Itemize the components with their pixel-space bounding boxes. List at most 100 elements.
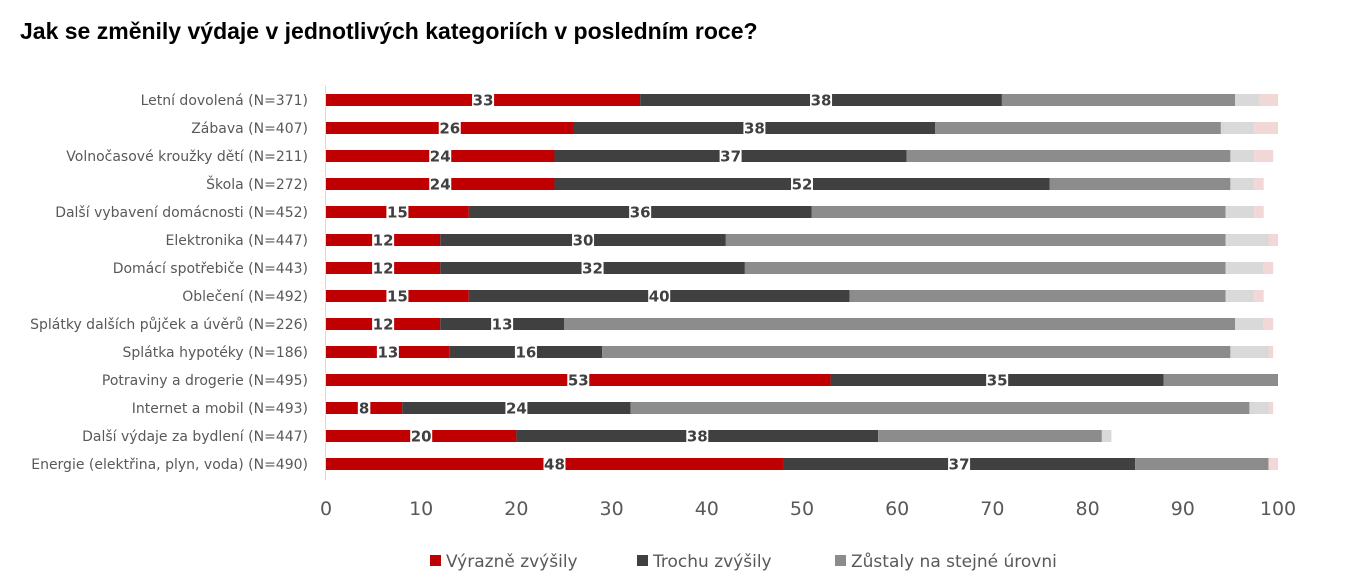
- data-label-background: [357, 398, 371, 418]
- data-label-background: [810, 90, 833, 110]
- bar-segment: [1249, 402, 1269, 414]
- category-label: Další výdaje za bydlení (N=447): [82, 429, 308, 445]
- data-label-background: [386, 202, 409, 222]
- data-label: 35: [987, 372, 1008, 390]
- bar-segment: [1230, 150, 1255, 162]
- data-label: 53: [568, 372, 589, 390]
- bar-segment: [602, 346, 1231, 358]
- x-tick-label: 40: [695, 498, 719, 520]
- data-label: 37: [720, 148, 741, 166]
- data-label-background: [376, 342, 399, 362]
- data-label-background: [686, 426, 709, 446]
- bar-segment: [1268, 346, 1274, 358]
- data-label-background: [572, 230, 595, 250]
- data-label: 38: [811, 92, 832, 110]
- data-label: 48: [544, 456, 565, 474]
- data-label: 38: [687, 428, 708, 446]
- bar-segment: [1101, 430, 1112, 442]
- data-label: 8: [359, 400, 369, 418]
- data-label-background: [372, 314, 395, 334]
- bar-segment: [1225, 262, 1264, 274]
- bar-segment: [1230, 346, 1269, 358]
- x-tick-label: 80: [1076, 498, 1100, 520]
- bar-segment: [1235, 318, 1264, 330]
- data-label: 20: [411, 428, 432, 446]
- data-label-background: [429, 174, 452, 194]
- data-label-background: [629, 202, 652, 222]
- data-label-background: [372, 230, 395, 250]
- data-label: 12: [373, 316, 394, 334]
- legend: Výrazně zvýšily Trochu zvýšily Zůstaly na …: [430, 552, 1057, 572]
- data-label-background: [543, 454, 566, 474]
- x-tick-label: 60: [885, 498, 909, 520]
- x-tick-label: 50: [790, 498, 814, 520]
- category-label: Splátka hypotéky (N=186): [122, 345, 308, 361]
- data-label-background: [581, 258, 604, 278]
- data-label: 12: [373, 232, 394, 250]
- x-tick-label: 100: [1260, 498, 1296, 520]
- category-label: Další vybavení domácnosti (N=452): [55, 205, 308, 221]
- x-tick-label: 70: [980, 498, 1004, 520]
- data-label: 26: [439, 120, 460, 138]
- data-label-background: [438, 118, 461, 138]
- legend-label: Trochu zvýšily: [652, 552, 772, 572]
- data-label-background: [429, 146, 452, 166]
- bar-segment: [1254, 122, 1278, 134]
- x-tick-label: 10: [409, 498, 433, 520]
- data-label: 13: [492, 316, 513, 334]
- x-tick-label: 30: [600, 498, 624, 520]
- data-label-background: [410, 426, 433, 446]
- data-label: 52: [792, 176, 813, 194]
- bar-segment: [725, 234, 1226, 246]
- bar-segment: [811, 206, 1226, 218]
- data-label: 12: [373, 260, 394, 278]
- bar-segment: [1258, 94, 1278, 106]
- data-label-background: [505, 398, 528, 418]
- category-label: Volnočasové kroužky dětí (N=211): [66, 149, 308, 165]
- x-tick-label: 90: [1171, 498, 1195, 520]
- bar-segment: [564, 318, 1236, 330]
- category-label: Energie (elektřina, plyn, voda) (N=490): [31, 457, 308, 473]
- data-label: 24: [430, 148, 451, 166]
- legend-label: Zůstaly na stejné úrovni: [851, 552, 1057, 572]
- category-labels-layer: Letní dovolená (N=371) Zábava (N=407) Voln…: [30, 93, 308, 473]
- data-label-background: [948, 454, 971, 474]
- bar-segment: [1001, 94, 1236, 106]
- data-label-background: [386, 286, 409, 306]
- legend-label: Výrazně zvýšily: [446, 552, 578, 572]
- data-label-background: [567, 370, 590, 390]
- bar-segment: [849, 290, 1226, 302]
- bar-segment: [1268, 234, 1278, 246]
- legend-swatch: [430, 555, 441, 566]
- category-label: Domácí spotřebiče (N=443): [113, 261, 308, 277]
- data-label: 32: [582, 260, 603, 278]
- bar-segment: [1225, 290, 1255, 302]
- category-label: Potraviny a drogerie (N=495): [102, 373, 308, 389]
- data-label-background: [648, 286, 671, 306]
- data-label: 16: [515, 344, 536, 362]
- bar-segment: [744, 262, 1226, 274]
- category-label: Internet a mobil (N=493): [132, 401, 308, 417]
- bar-segment: [1135, 458, 1269, 470]
- bar-segment: [1220, 122, 1255, 134]
- data-label-background: [743, 118, 766, 138]
- x-tick-label: 20: [504, 498, 528, 520]
- bar-segment: [906, 150, 1231, 162]
- category-label: Elektronika (N=447): [166, 233, 308, 249]
- legend-swatch: [835, 555, 846, 566]
- data-label: 33: [473, 92, 494, 110]
- data-label-background: [491, 314, 514, 334]
- category-label: Splátky dalších půjček a úvěrů (N=226): [30, 317, 308, 333]
- data-label-background: [986, 370, 1009, 390]
- data-label-background: [791, 174, 813, 194]
- bar-segment: [1254, 290, 1264, 302]
- data-label: 24: [430, 176, 451, 194]
- data-label-background: [514, 342, 537, 362]
- data-label: 13: [377, 344, 398, 362]
- bar-segment: [1268, 458, 1278, 470]
- bar-segment: [1254, 150, 1274, 162]
- bar-segment: [630, 402, 1250, 414]
- bar-segment: [1230, 178, 1255, 190]
- data-label-background: [372, 258, 395, 278]
